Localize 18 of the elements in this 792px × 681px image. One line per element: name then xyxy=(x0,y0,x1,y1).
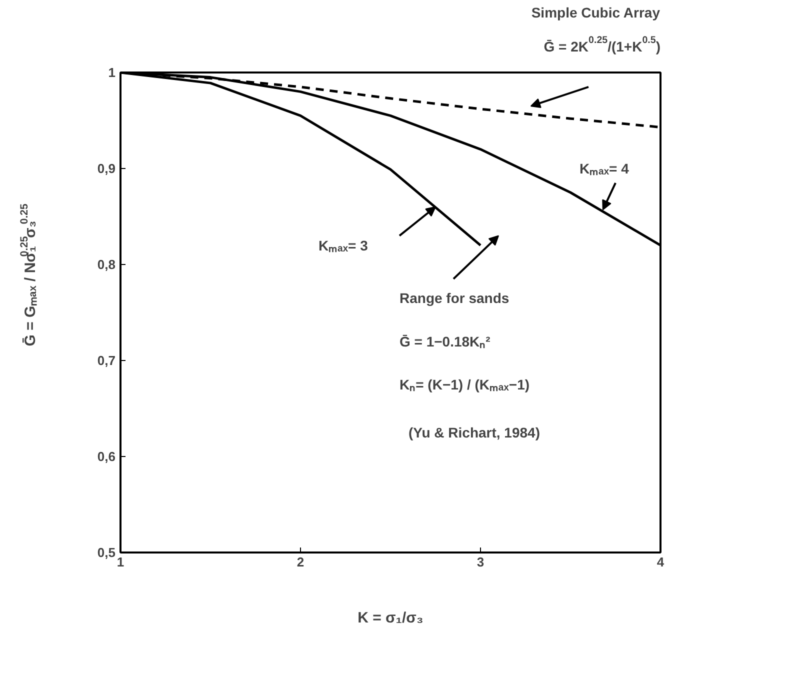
annotation: (Yu & Richart, 1984) xyxy=(408,424,540,440)
y-tick-label: 0,6 xyxy=(97,449,116,464)
annotation: Kₙ= (K−1) / (Kₘₐₓ−1) xyxy=(400,376,530,392)
annotation: Kₘₐₓ= 3 xyxy=(318,237,368,254)
y-tick-label: 1 xyxy=(108,65,116,80)
y-tick-label: 0,7 xyxy=(97,353,116,368)
x-tick-label: 2 xyxy=(296,554,304,570)
x-tick-label: 3 xyxy=(476,554,484,570)
y-axis-title: Ḡ = Gₘₐₓ / Nσ₁0.25σ₃0.25 xyxy=(18,204,39,346)
annotation: Ḡ = 1−0.18Kₙ² xyxy=(400,333,491,350)
x-tick-label: 4 xyxy=(656,554,665,570)
chart-title: Simple Cubic Array xyxy=(531,4,660,20)
x-axis-title: K = σ₁/σ₃ xyxy=(358,610,424,626)
y-tick-label: 0,5 xyxy=(97,545,116,560)
y-tick-label: 0,9 xyxy=(97,161,116,176)
y-tick-label: 0,8 xyxy=(97,257,116,272)
annotation: Kₘₐₓ= 4 xyxy=(580,160,630,176)
annotation: Range for sands xyxy=(400,290,510,306)
